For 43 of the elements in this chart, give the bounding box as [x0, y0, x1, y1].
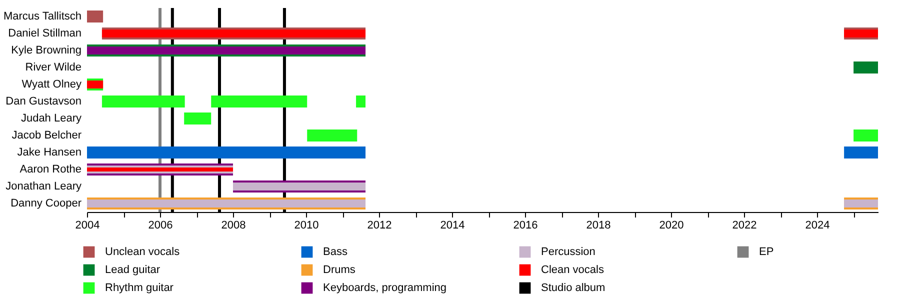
y-tick-label: River Wilde	[25, 62, 82, 74]
bar	[854, 62, 878, 74]
bar	[87, 146, 366, 158]
legend-label: Clean vocals	[541, 264, 604, 276]
y-tick-label: Dan Gustavson	[6, 96, 82, 108]
legend-label: Drums	[323, 264, 356, 276]
y-tick-label: Wyatt Olney	[22, 78, 82, 90]
x-tick-label: 2016	[513, 220, 538, 232]
x-tick-label: 2006	[148, 220, 173, 232]
bar	[87, 10, 104, 22]
legend-label: Lead guitar	[105, 264, 160, 276]
x-tick-label: 2008	[221, 220, 246, 232]
y-tick-label: Daniel Stillman	[8, 28, 82, 40]
legend-label: Unclean vocals	[105, 246, 180, 258]
legend-label: Studio album	[541, 282, 606, 294]
legend-label: Bass	[323, 246, 348, 258]
x-tick-label: 2020	[659, 220, 684, 232]
bar	[844, 146, 878, 158]
bar	[184, 112, 212, 124]
y-tick-label: Marcus Tallitsch	[3, 10, 82, 22]
y-tick-label: Judah Leary	[20, 112, 82, 124]
bar	[211, 96, 308, 108]
legend-label: Percussion	[541, 246, 596, 258]
y-tick-label: Kyle Browning	[11, 44, 82, 56]
legend-label: Keyboards, programming	[323, 282, 447, 294]
x-tick-label: 2004	[75, 220, 100, 232]
x-tick-label: 2012	[367, 220, 392, 232]
legend-label: Rhythm guitar	[105, 282, 174, 294]
y-tick-label: Aaron Rothe	[20, 164, 82, 176]
legend-label: EP	[759, 246, 774, 258]
y-tick-label: Jake Hansen	[17, 146, 82, 158]
x-tick-label: 2022	[732, 220, 757, 232]
y-tick-label: Jonathan Leary	[6, 180, 82, 192]
x-tick-label: 2010	[294, 220, 319, 232]
bar	[356, 96, 366, 108]
x-tick-label: 2014	[440, 220, 465, 232]
bar	[854, 130, 878, 142]
x-tick-label: 2018	[586, 220, 611, 232]
y-tick-label: Jacob Belcher	[12, 130, 82, 142]
y-tick-label: Danny Cooper	[10, 198, 82, 210]
bar	[307, 130, 358, 142]
x-tick-label: 2024	[805, 220, 830, 232]
bar	[102, 96, 185, 108]
